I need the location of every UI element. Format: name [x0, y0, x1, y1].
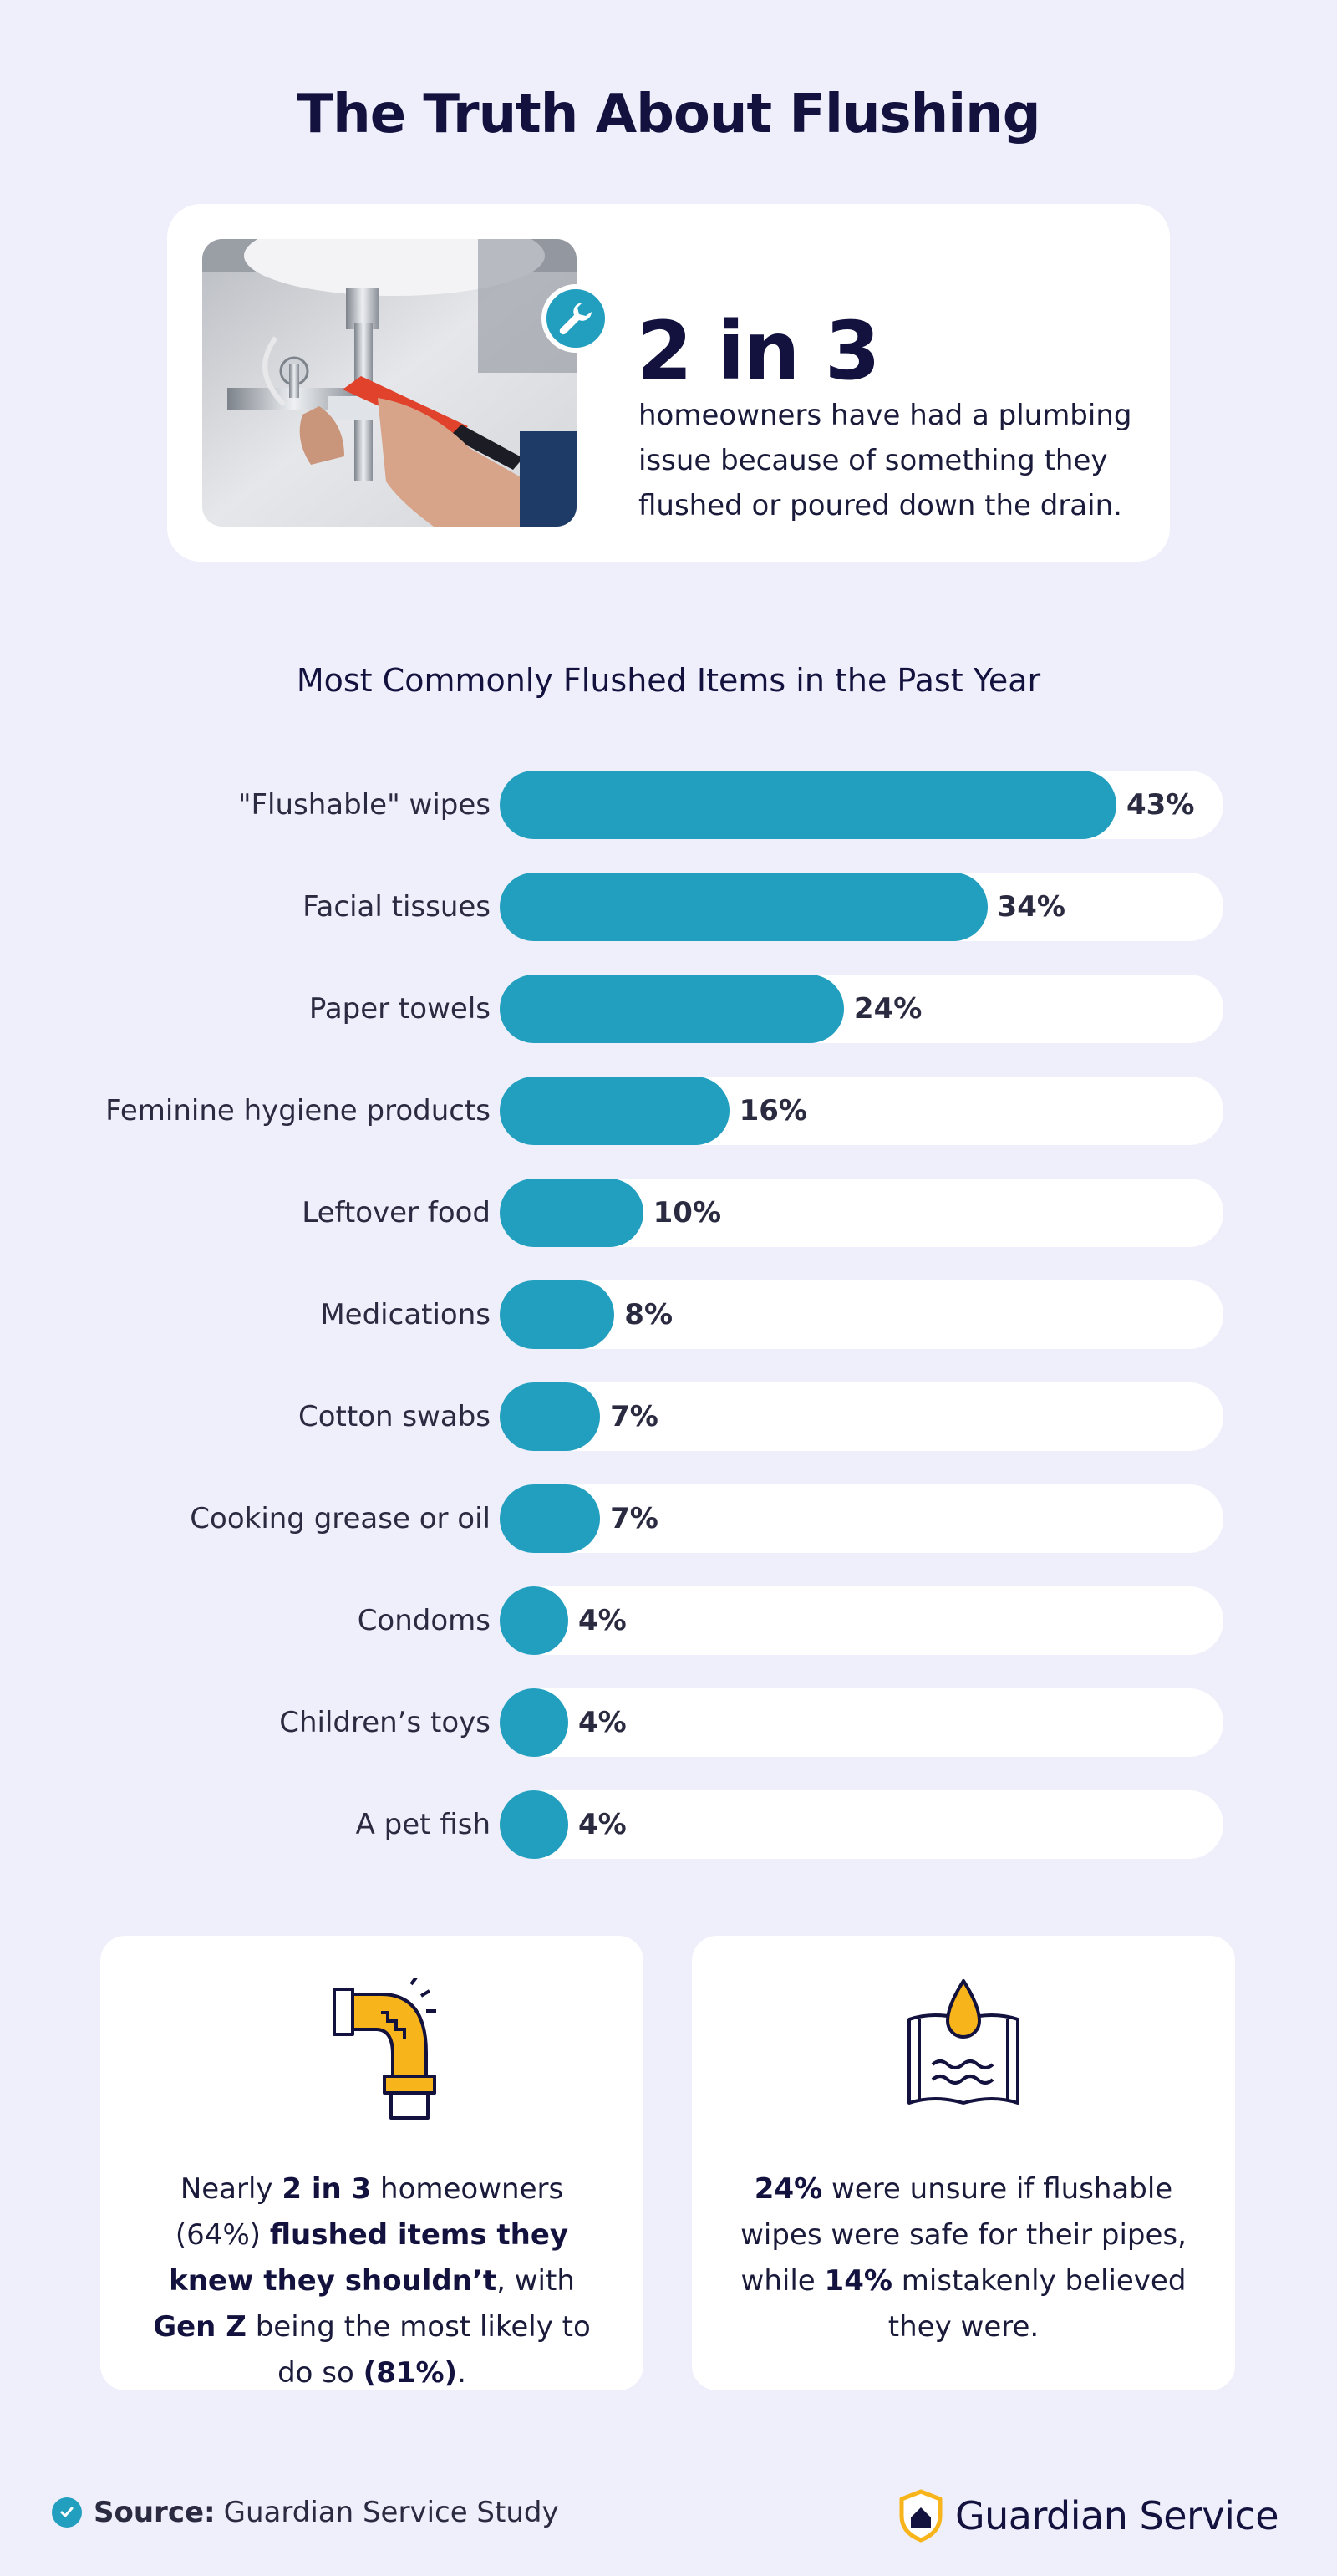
bar — [500, 1382, 601, 1451]
bar-track — [500, 1382, 1223, 1451]
hero-card: 2 in 3 homeowners have had a plumbing is… — [167, 204, 1170, 562]
bar-value-label: 7% — [610, 1400, 658, 1433]
bar-value-label: 8% — [624, 1298, 674, 1331]
bar — [500, 975, 844, 1043]
bar-label: Condoms — [357, 1604, 491, 1637]
bar-track — [500, 1179, 1223, 1247]
bar-label: Cooking grease or oil — [190, 1502, 491, 1535]
bar-value-label: 16% — [739, 1094, 807, 1128]
bar — [500, 1790, 568, 1859]
bar-label: Children’s toys — [279, 1706, 491, 1739]
bar — [500, 1280, 615, 1349]
bar — [500, 1688, 568, 1757]
bar — [500, 1586, 568, 1655]
wrench-icon — [541, 284, 610, 353]
bar-label: Facial tissues — [302, 890, 491, 924]
source-text: Guardian Service Study — [223, 2496, 559, 2529]
bar-label: Leftover food — [302, 1196, 491, 1229]
bar-label: Cotton swabs — [297, 1400, 491, 1433]
bar-value-label: 7% — [610, 1502, 658, 1535]
bar-value-label: 4% — [578, 1706, 627, 1739]
fact-text-left: Nearly 2 in 3 homeowners (64%) flushed i… — [153, 2172, 591, 2390]
bar-value-label: 4% — [578, 1604, 627, 1637]
bar-track — [500, 1484, 1223, 1553]
bar — [500, 1484, 601, 1553]
check-icon — [52, 2497, 82, 2528]
bar-label: A pet fish — [355, 1808, 491, 1841]
bar-label: Medications — [320, 1298, 491, 1331]
bar-track — [500, 1688, 1223, 1757]
chart-title: Most Commonly Flushed Items in the Past … — [296, 662, 1041, 699]
shield-house-icon — [899, 2489, 943, 2543]
bar-value-label: 10% — [653, 1196, 722, 1229]
bar-track — [500, 975, 1223, 1043]
wet-wipe-icon — [907, 1979, 1019, 2105]
page-title: The Truth About Flushing — [297, 84, 1040, 145]
source-note: Source: Guardian Service Study — [52, 2496, 559, 2529]
brand-name: Guardian Service — [954, 2493, 1279, 2538]
plumber-photo — [202, 239, 577, 527]
leaking-pipe-icon — [333, 1978, 436, 2120]
bar — [500, 771, 1116, 839]
bar-track — [500, 1586, 1223, 1655]
bar-value-label: 43% — [1126, 788, 1195, 822]
bar — [500, 1077, 730, 1145]
fact-text-right: 24% were unsure if flushable wipes were … — [740, 2172, 1187, 2344]
hero-stat: 2 in 3 — [637, 304, 881, 398]
bar-label: Paper towels — [308, 992, 491, 1026]
bar-value-label: 34% — [997, 890, 1065, 924]
bar-label: Feminine hygiene products — [105, 1094, 491, 1128]
fact-card-wipes: 24% were unsure if flushable wipes were … — [692, 1936, 1235, 2390]
hero-description: homeowners have had a plumbing issue bec… — [638, 399, 1132, 522]
bar-track — [500, 1280, 1223, 1349]
bar — [500, 873, 988, 941]
bar-label: "Flushable" wipes — [237, 788, 491, 822]
bar-track — [500, 1790, 1223, 1859]
bar-value-label: 4% — [578, 1808, 627, 1841]
brand-logo: Guardian Service — [898, 2489, 1279, 2543]
bar-track — [500, 771, 1223, 839]
fact-card-gen-z: Nearly 2 in 3 homeowners (64%) flushed i… — [100, 1936, 643, 2390]
bar-track — [500, 873, 1223, 941]
source-label: Source: — [94, 2496, 216, 2529]
bar-value-label: 24% — [853, 992, 923, 1026]
bar — [500, 1179, 643, 1247]
bar-track — [500, 1077, 1223, 1145]
